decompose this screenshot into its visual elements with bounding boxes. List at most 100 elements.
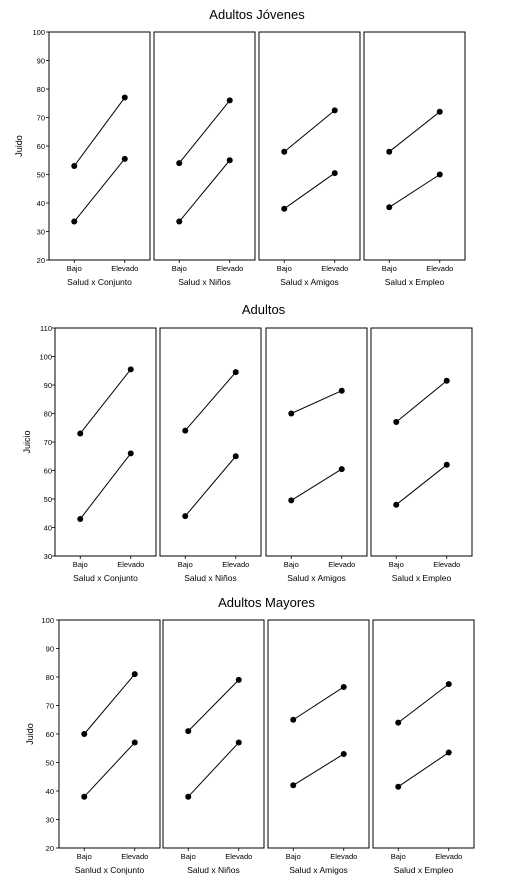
y-tick-label: 30 bbox=[46, 816, 54, 825]
x-tick-label: Bajo bbox=[284, 560, 299, 569]
panel-label: Salud x Conjunto bbox=[67, 277, 132, 287]
x-tick-label: Bajo bbox=[181, 852, 196, 861]
data-point bbox=[288, 497, 295, 504]
series-line bbox=[292, 753, 345, 786]
data-point bbox=[71, 218, 78, 225]
series-line bbox=[397, 683, 450, 723]
panel-label: Salud x Amigos bbox=[280, 277, 339, 287]
panel-frame bbox=[48, 31, 151, 261]
x-tick-label: Elevado bbox=[225, 852, 252, 861]
series-line bbox=[397, 752, 450, 788]
data-point bbox=[340, 750, 347, 757]
data-point bbox=[281, 205, 288, 212]
x-tick-label: Elevado bbox=[426, 264, 453, 273]
data-point bbox=[127, 450, 134, 457]
data-point bbox=[182, 513, 189, 520]
panel-frame bbox=[267, 619, 370, 849]
data-point bbox=[331, 170, 338, 177]
series-line bbox=[184, 371, 237, 431]
y-tick-label: 60 bbox=[44, 467, 52, 476]
series-line bbox=[290, 468, 343, 501]
data-point bbox=[395, 719, 402, 726]
x-tick-label: Elevado bbox=[117, 560, 144, 569]
panel-frame bbox=[265, 327, 368, 557]
panel-frame bbox=[54, 327, 157, 557]
series-line bbox=[388, 111, 441, 153]
data-point bbox=[338, 466, 345, 473]
data-point bbox=[127, 366, 134, 373]
panel-label: Salud x Amigos bbox=[289, 865, 348, 875]
series-line bbox=[73, 97, 126, 167]
data-point bbox=[393, 419, 400, 426]
y-tick-label: 30 bbox=[44, 552, 52, 561]
x-tick-label: Bajo bbox=[178, 560, 193, 569]
chart-title: Adultos bbox=[242, 302, 286, 317]
y-axis-label: Juido bbox=[14, 135, 24, 157]
x-tick-label: Bajo bbox=[77, 852, 92, 861]
y-tick-label: 40 bbox=[37, 199, 45, 208]
x-tick-label: Elevado bbox=[222, 560, 249, 569]
y-tick-label: 50 bbox=[37, 171, 45, 180]
y-tick-label: 90 bbox=[44, 381, 52, 390]
data-point bbox=[182, 427, 189, 434]
panel-label: Salud x Amigos bbox=[287, 573, 346, 583]
data-point bbox=[77, 430, 84, 437]
data-point bbox=[290, 782, 297, 789]
data-point bbox=[176, 160, 183, 167]
x-tick-label: Elevado bbox=[435, 852, 462, 861]
data-point bbox=[131, 739, 138, 746]
panel-frame bbox=[58, 619, 161, 849]
y-tick-label: 50 bbox=[44, 495, 52, 504]
series-line bbox=[73, 158, 126, 222]
y-tick-label: 70 bbox=[46, 702, 54, 711]
x-tick-label: Elevado bbox=[328, 560, 355, 569]
panel-frame bbox=[372, 619, 475, 849]
series-line bbox=[79, 369, 132, 434]
data-point bbox=[338, 387, 345, 394]
data-point bbox=[436, 171, 443, 178]
series-line bbox=[83, 742, 136, 798]
y-tick-label: 40 bbox=[44, 524, 52, 533]
chart-title: Adultos Mayores bbox=[218, 595, 315, 610]
x-tick-label: Elevado bbox=[216, 264, 243, 273]
y-tick-label: 80 bbox=[44, 410, 52, 419]
panel-frame bbox=[162, 619, 265, 849]
y-tick-label: 50 bbox=[46, 759, 54, 768]
series-line bbox=[292, 686, 345, 721]
series-line bbox=[395, 464, 448, 506]
x-tick-label: Bajo bbox=[73, 560, 88, 569]
series-line bbox=[283, 172, 336, 210]
series-line bbox=[184, 455, 237, 517]
y-tick-label: 100 bbox=[39, 353, 52, 362]
data-point bbox=[386, 204, 393, 211]
x-tick-label: Bajo bbox=[67, 264, 82, 273]
series-line bbox=[178, 159, 231, 222]
series-line bbox=[291, 390, 342, 414]
y-tick-label: 30 bbox=[37, 228, 45, 237]
y-tick-label: 40 bbox=[46, 787, 54, 796]
data-point bbox=[235, 676, 242, 683]
data-point bbox=[443, 461, 450, 468]
panel-frame bbox=[363, 31, 466, 261]
data-point bbox=[445, 749, 452, 756]
y-tick-label: 90 bbox=[37, 57, 45, 66]
data-point bbox=[331, 107, 338, 114]
x-tick-label: Bajo bbox=[172, 264, 187, 273]
series-line bbox=[79, 453, 132, 520]
y-tick-label: 100 bbox=[41, 616, 54, 625]
data-point bbox=[77, 515, 84, 522]
data-point bbox=[81, 793, 88, 800]
data-point bbox=[71, 162, 78, 169]
data-point bbox=[290, 716, 297, 723]
x-tick-label: Bajo bbox=[391, 852, 406, 861]
panel-frame bbox=[258, 31, 361, 261]
series-line bbox=[83, 673, 136, 735]
series-line bbox=[388, 174, 441, 208]
x-tick-label: Bajo bbox=[389, 560, 404, 569]
series-line bbox=[187, 742, 240, 798]
y-tick-label: 60 bbox=[37, 142, 45, 151]
series-line bbox=[283, 109, 336, 153]
panel-label: Salud x Niños bbox=[184, 573, 236, 583]
